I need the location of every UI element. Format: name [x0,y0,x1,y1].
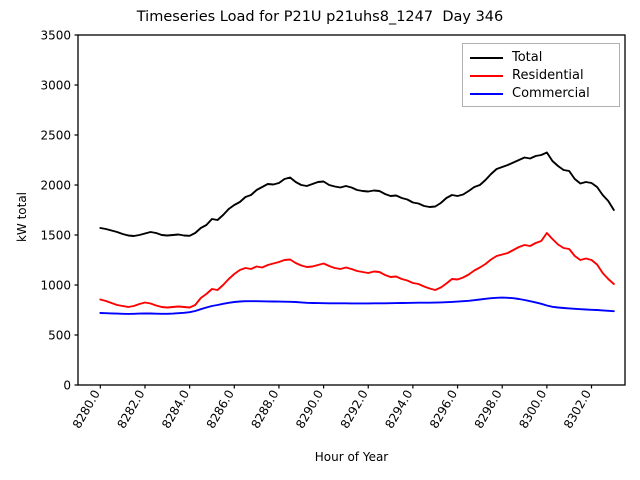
series-lines [99,151,615,315]
y-tick-label: 3000 [40,78,71,92]
y-axis-ticks: 0 500 1000 1500 2000 2500 3000 3500 [40,28,78,392]
y-tick-label: 1000 [40,278,71,292]
x-tick-label: 8292.0 [338,388,371,431]
series-line-residential [99,232,615,309]
x-tick-label: 8294.0 [382,388,415,431]
y-tick-label: 500 [48,328,71,342]
y-tick-label: 1500 [40,228,71,242]
x-tick-label: 8302.0 [561,388,594,431]
y-tick-label: 2500 [40,128,71,142]
x-tick-label: 8280.0 [70,388,103,431]
legend-label-total: Total [512,50,543,65]
x-axis-label: Hour of Year [314,450,389,464]
legend-item-residential: Residential [470,67,612,85]
x-axis-ticks: 8280.0 8282.0 8284.0 8286.0 8288.0 8290.0 8292… [70,385,594,431]
x-tick-label: 8286.0 [204,388,237,431]
series-line-total [99,151,615,237]
legend-label-commercial: Commercial [512,86,590,101]
legend-item-commercial: Commercial [470,85,612,103]
x-tick-label: 8288.0 [248,388,281,431]
x-tick-label: 8290.0 [293,388,326,431]
x-tick-label: 8282.0 [114,388,147,431]
x-tick-label: 8296.0 [427,388,460,431]
legend-swatch-commercial [470,93,503,95]
legend-item-total: Total [470,49,612,67]
y-tick-label: 0 [63,378,71,392]
legend-label-residential: Residential [512,68,584,83]
y-tick-label: 3500 [40,28,71,42]
y-tick-label: 2000 [40,178,71,192]
legend-swatch-residential [470,75,503,77]
chart-title: Timeseries Load for P21U p21uhs8_1247 Da… [136,9,504,25]
x-tick-label: 8298.0 [472,388,505,431]
chart-legend: Total Residential Commercial [462,43,620,107]
series-line-commercial [99,296,615,315]
y-axis-label: kW total [15,191,29,243]
x-tick-label: 8284.0 [159,388,192,431]
x-tick-label: 8300.0 [516,388,549,431]
legend-swatch-total [470,57,503,59]
